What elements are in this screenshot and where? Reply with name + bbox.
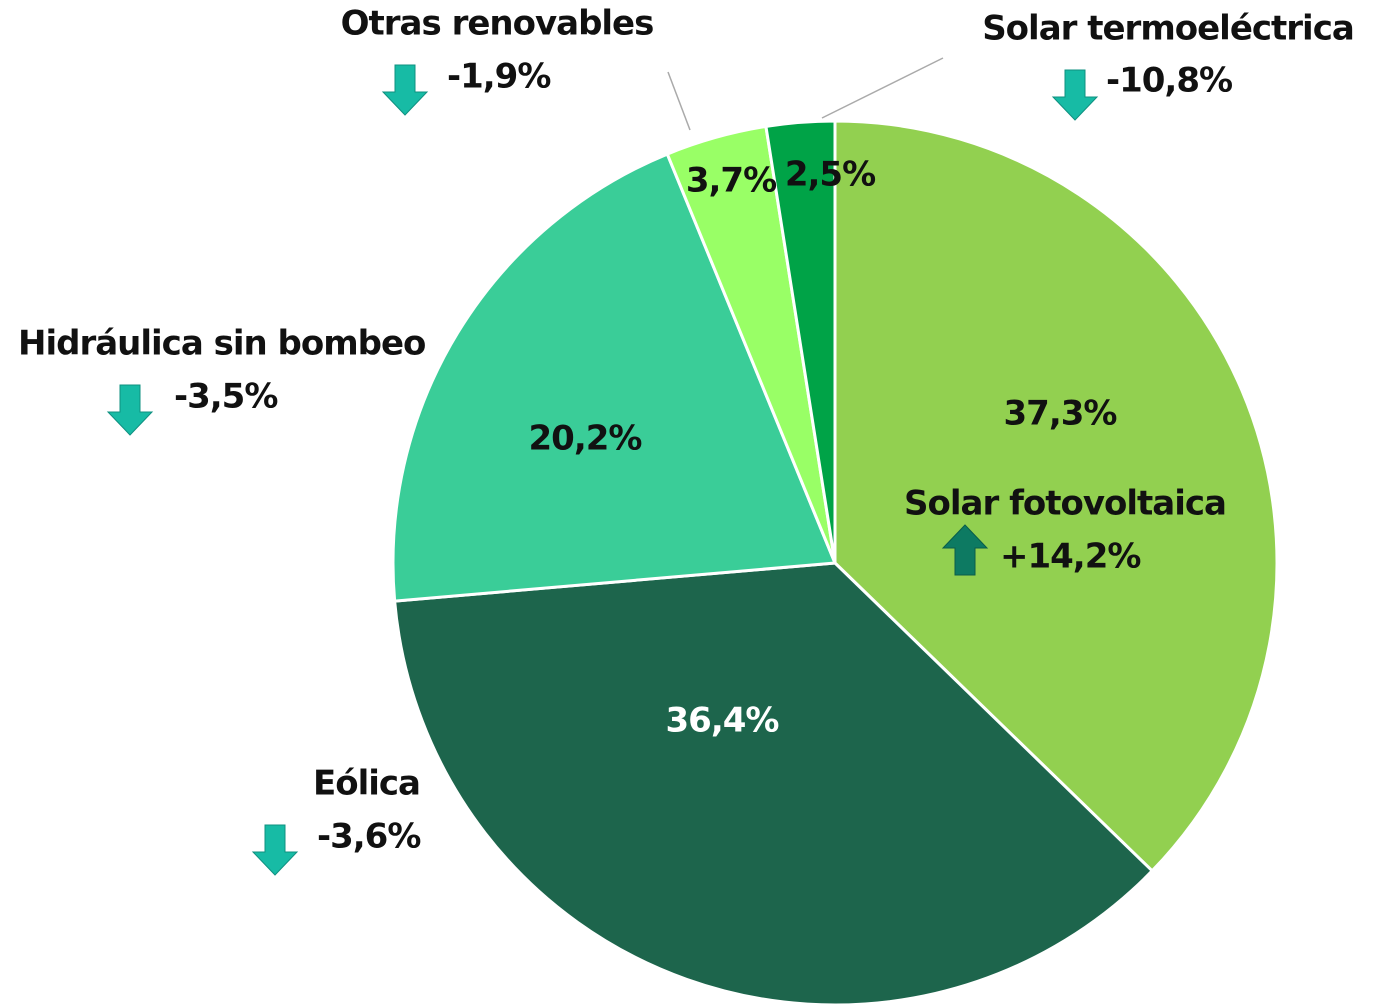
category-label: Otras renovables [341, 4, 654, 44]
category-label: Eólica [313, 764, 420, 804]
change-label: -1,9% [447, 57, 550, 97]
value-label: 37,3% [1004, 394, 1117, 434]
value-label: 20,2% [529, 419, 642, 459]
leader-line [821, 57, 944, 119]
change-label: -3,6% [317, 817, 420, 857]
value-label: 3,7% [686, 161, 776, 201]
pie-slice [764, 119, 837, 564]
down-arrow [381, 64, 429, 116]
leader-line [667, 71, 691, 131]
category-label: Solar fotovoltaica [904, 484, 1226, 524]
category-label: Hidráulica sin bombeo [18, 324, 425, 364]
down-arrow [1051, 69, 1099, 121]
down-arrow [251, 824, 299, 876]
category-label: Solar termoeléctrica [982, 9, 1354, 49]
pie-slice [833, 119, 1279, 873]
change-label: -3,5% [174, 377, 277, 417]
value-label: 36,4% [666, 701, 779, 741]
change-label: +14,2% [1000, 537, 1140, 577]
pie-slice [393, 561, 1155, 1005]
up-arrow [941, 524, 989, 576]
change-label: -10,8% [1106, 61, 1232, 101]
value-label: 2,5% [785, 155, 875, 195]
down-arrow [106, 384, 154, 436]
pie-slice [391, 152, 838, 603]
